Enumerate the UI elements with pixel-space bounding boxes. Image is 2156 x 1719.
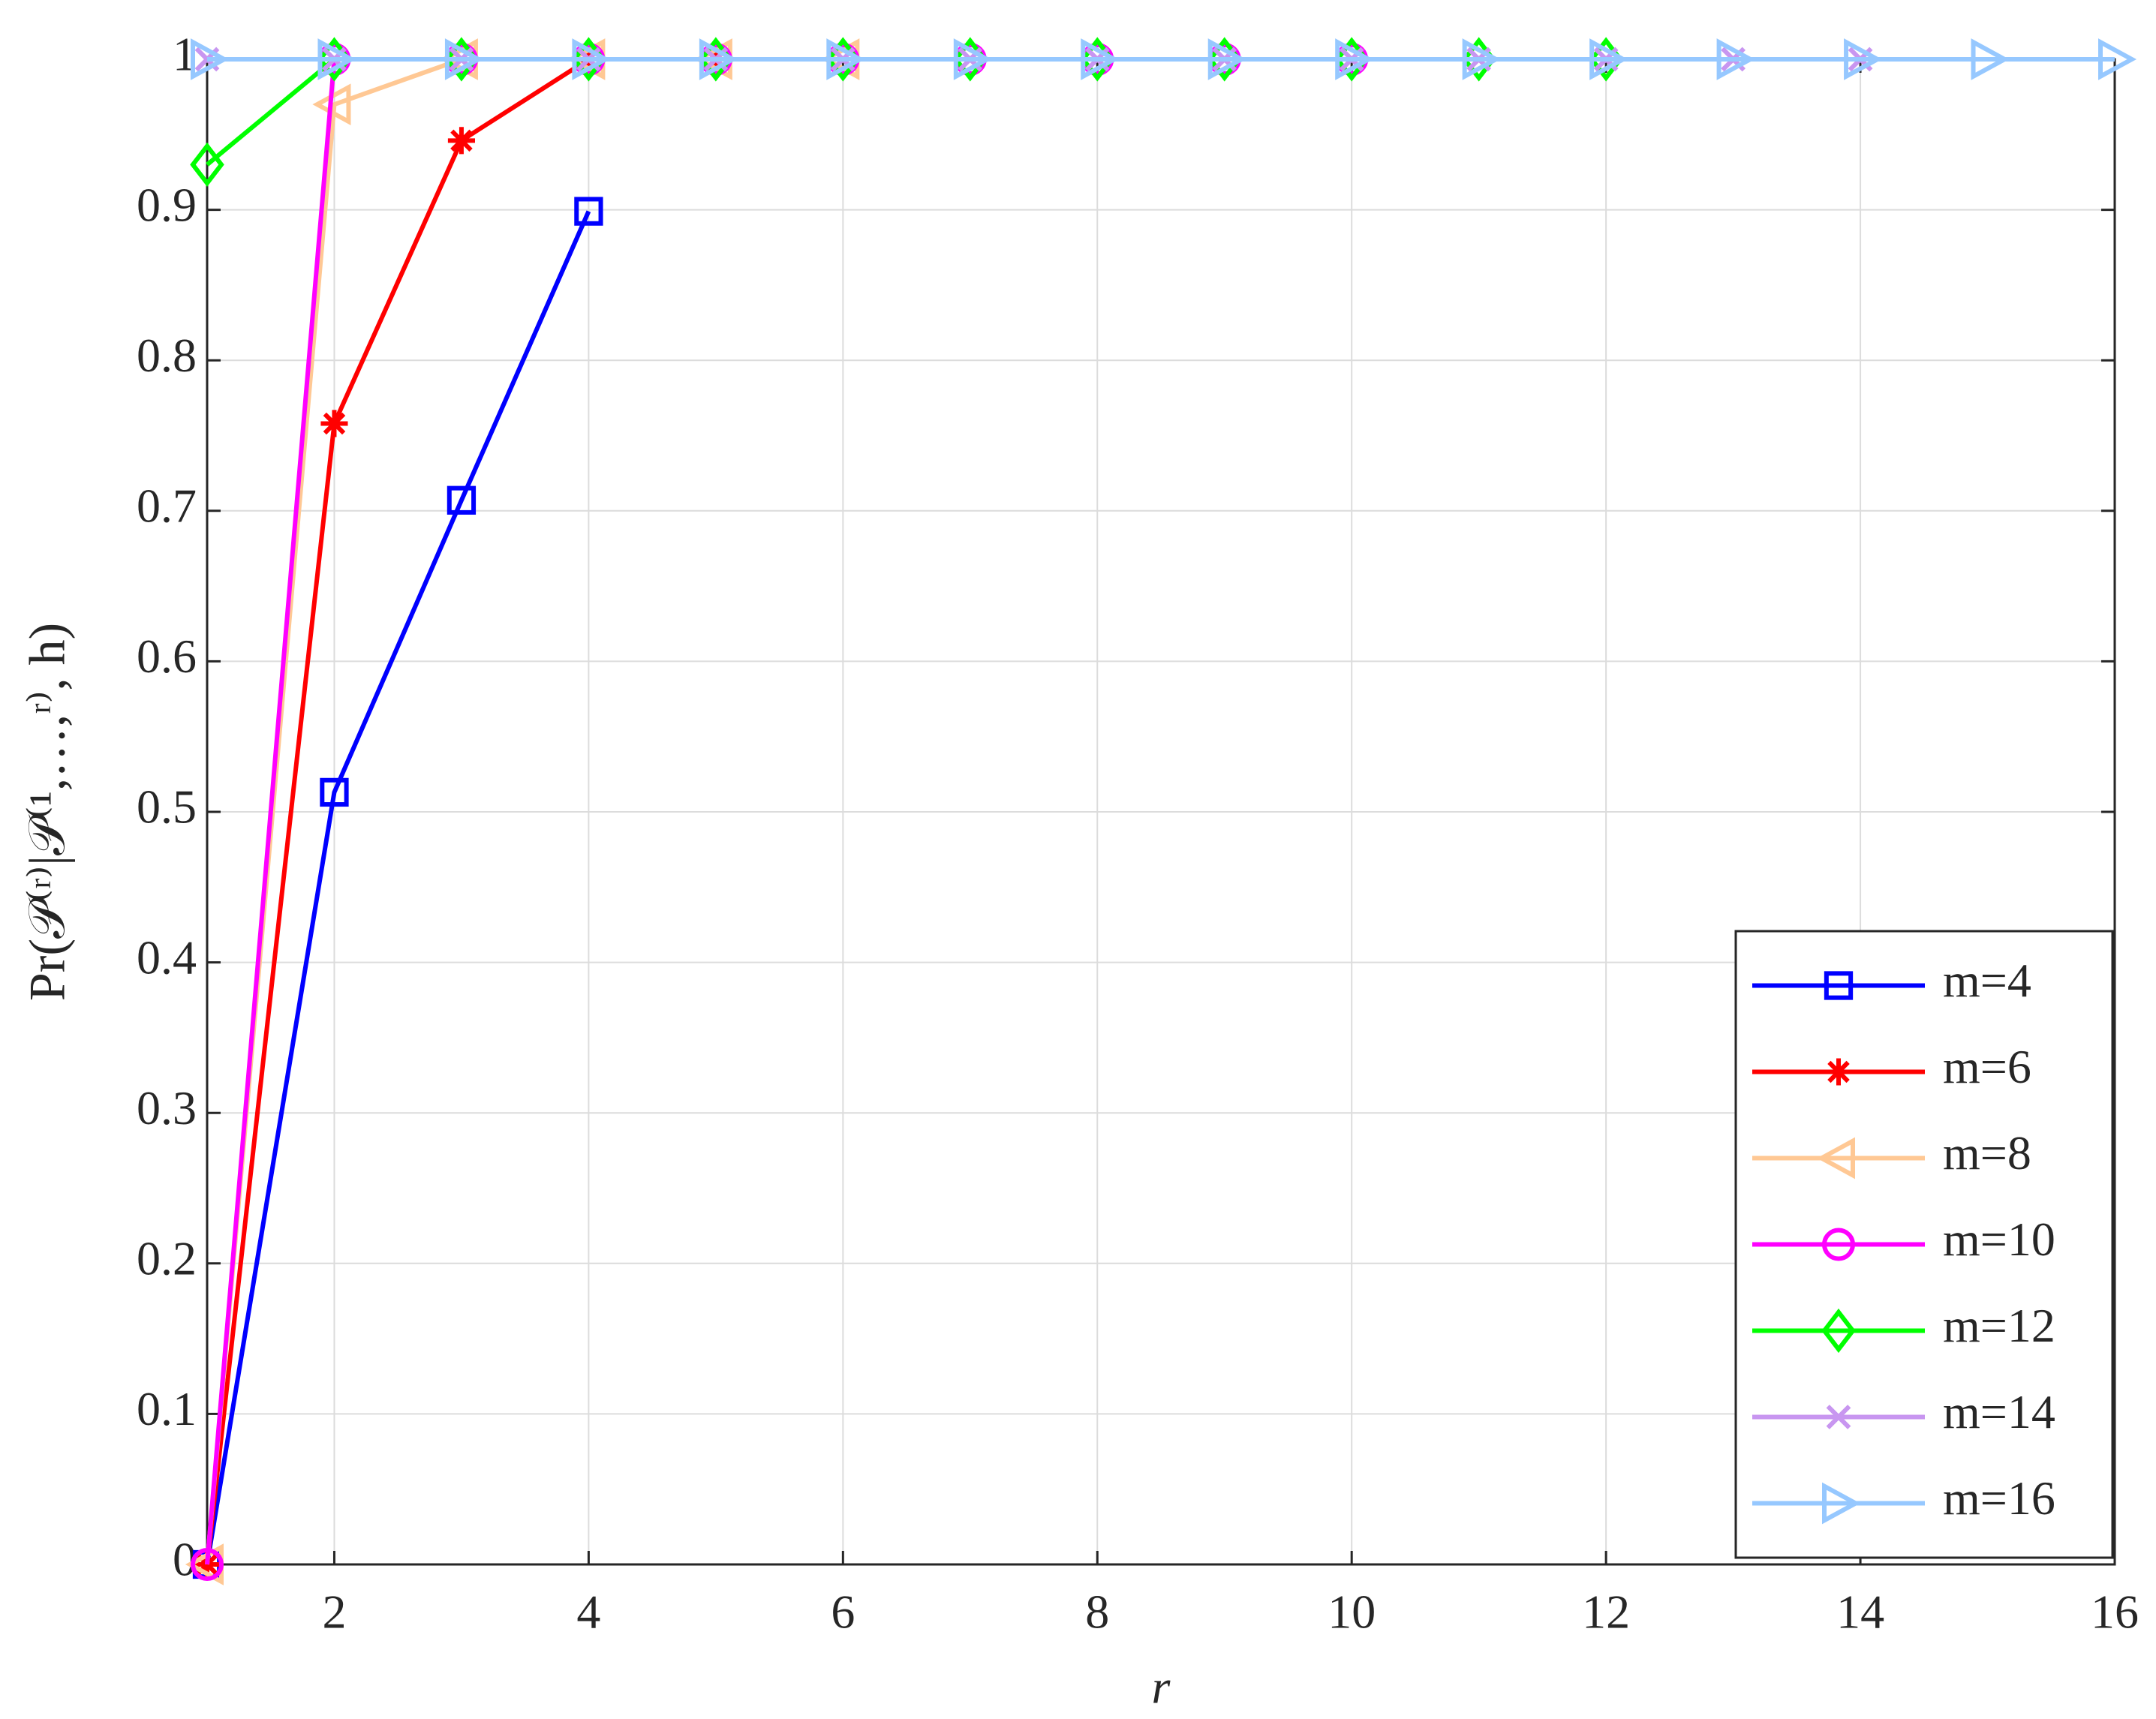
legend-label: m=4	[1943, 954, 2031, 1007]
x-tick-label: 10	[1328, 1585, 1376, 1639]
y-tick-label: 0.4	[137, 930, 197, 984]
marker	[826, 38, 865, 80]
y-tick-label: 0.2	[137, 1231, 197, 1285]
marker	[320, 410, 348, 437]
marker	[699, 38, 738, 80]
marker	[1335, 38, 1374, 80]
legend-marker	[1821, 1308, 1856, 1354]
legend-label: m=16	[1943, 1471, 2055, 1525]
marker	[1716, 38, 1755, 80]
marker	[1971, 38, 2010, 80]
legend-marker	[1824, 1058, 1853, 1086]
x-tick-label: 14	[1836, 1585, 1884, 1639]
marker	[1589, 38, 1628, 80]
y-tick-label: 0.3	[137, 1081, 197, 1134]
legend-marker	[1824, 971, 1854, 1000]
y-tick-label: 0.1	[137, 1382, 197, 1435]
marker	[191, 38, 230, 80]
x-tick-label: 2	[322, 1585, 346, 1639]
marker	[953, 38, 992, 80]
y-tick-label: 0.7	[137, 479, 197, 532]
marker	[1081, 38, 1120, 80]
legend-marker	[1822, 1228, 1855, 1261]
marker	[2098, 38, 2137, 80]
x-tick-label: 12	[1582, 1585, 1630, 1639]
marker	[447, 485, 477, 515]
marker	[320, 777, 349, 807]
legend-label: m=12	[1943, 1299, 2055, 1352]
marker	[444, 38, 483, 80]
marker	[447, 127, 475, 155]
legend-marker	[1816, 1137, 1855, 1180]
legend-label: m=14	[1943, 1385, 2055, 1438]
marker	[1844, 38, 1883, 80]
marker	[190, 142, 224, 188]
legend-marker	[1826, 1405, 1851, 1429]
x-tick-label: 4	[576, 1585, 600, 1639]
y-axis-label: Pr(𝒫⁽ʳ⁾|𝒫⁽¹,…,ʳ⁾, h)	[19, 623, 76, 1001]
legend-label: m=10	[1943, 1213, 2055, 1266]
x-axis-label: r	[1152, 1660, 1171, 1714]
x-tick-label: 16	[2091, 1585, 2139, 1639]
legend-marker	[1822, 1482, 1861, 1525]
y-tick-label: 0.6	[137, 630, 197, 683]
y-tick-label: 0.9	[137, 178, 197, 231]
x-tick-label: 8	[1085, 1585, 1109, 1639]
marker	[1462, 38, 1501, 80]
marker	[1207, 38, 1246, 80]
legend: m=4 m=6 m=8 m=10 m=12 m=14 m=16	[1734, 930, 2114, 1559]
marker	[191, 1548, 224, 1581]
marker	[574, 197, 603, 226]
marker	[317, 38, 356, 80]
y-tick-label: 0.5	[137, 780, 197, 834]
marker	[572, 38, 611, 80]
x-tick-label: 6	[831, 1585, 855, 1639]
series-line	[205, 210, 591, 1565]
legend-label: m=8	[1943, 1126, 2031, 1180]
y-tick-label: 0.8	[137, 329, 197, 382]
legend-label: m=6	[1943, 1040, 2031, 1093]
